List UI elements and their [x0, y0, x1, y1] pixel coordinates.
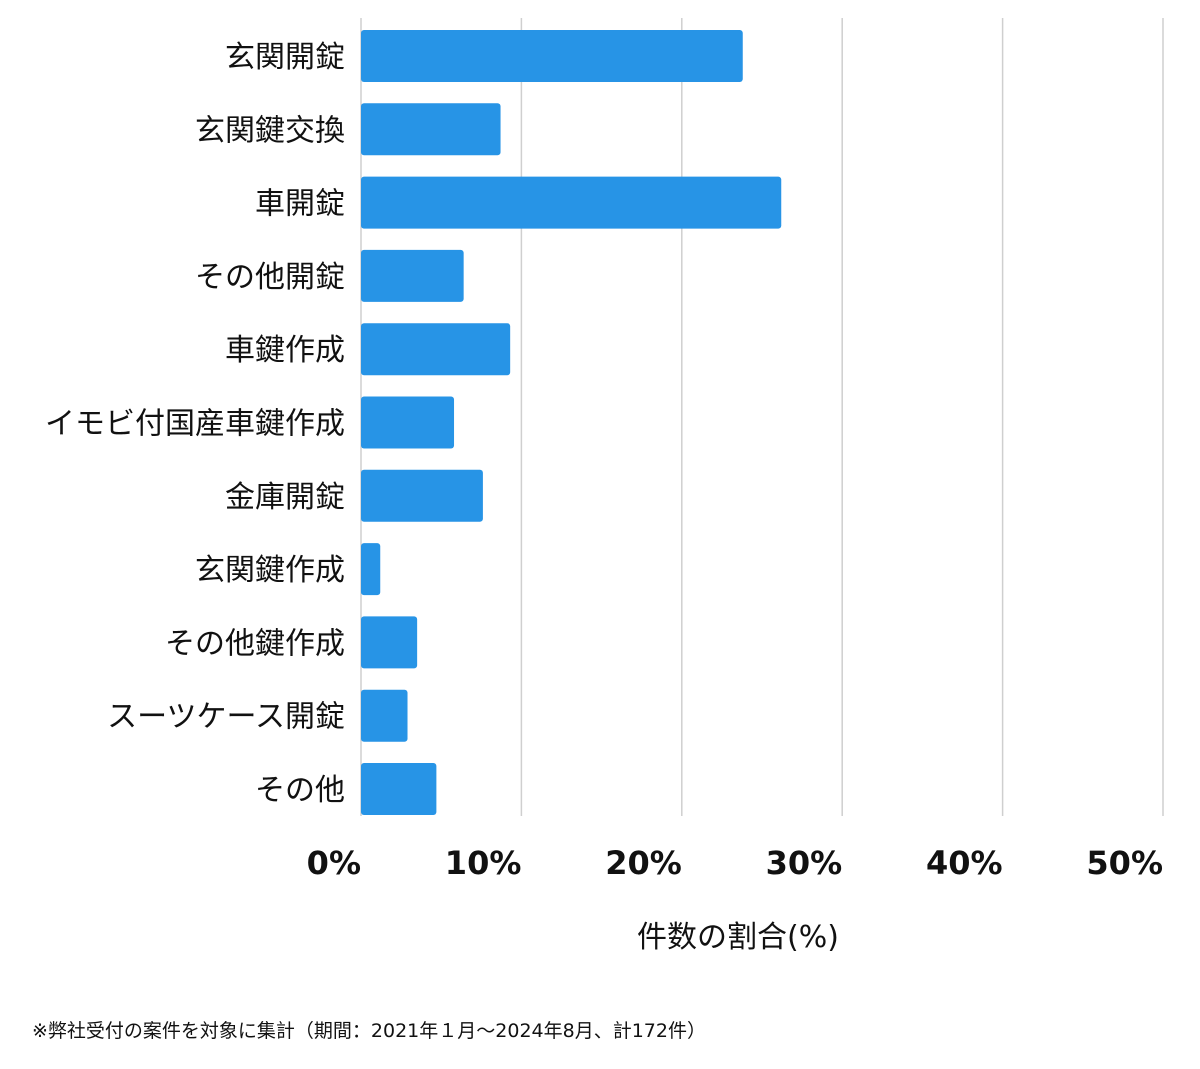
grid-lines	[360, 18, 1164, 816]
category-label: 玄関開錠	[225, 40, 345, 75]
x-tick-label: 10%	[445, 844, 522, 882]
x-axis-title: 件数の割合(%)	[637, 920, 839, 955]
category-label: 玄関鍵作成	[195, 553, 345, 588]
category-label: スーツケース開錠	[107, 700, 345, 735]
category-label: その他開錠	[195, 260, 345, 295]
bar	[361, 396, 455, 449]
bar	[361, 689, 408, 742]
bar	[361, 249, 464, 302]
category-label: 車鍵作成	[225, 333, 345, 368]
x-tick-label: 50%	[1086, 844, 1163, 882]
bar	[361, 616, 418, 669]
footnote: ※弊社受付の案件を対象に集計（期間：2021年１月〜2024年8月、計172件）	[32, 1020, 706, 1042]
bar	[361, 323, 511, 376]
category-label: その他	[255, 773, 345, 808]
bar	[361, 103, 501, 156]
bar	[361, 30, 743, 82]
bar	[361, 469, 483, 522]
bar	[361, 763, 437, 815]
category-label: その他鍵作成	[165, 626, 345, 661]
bar-chart: 玄関開錠玄関鍵交換車開錠その他開錠車鍵作成イモビ付国産車鍵作成金庫開錠玄関鍵作成…	[45, 18, 1164, 955]
category-label: イモビ付国産車鍵作成	[45, 407, 345, 442]
category-label: 金庫開錠	[225, 480, 345, 515]
x-tick-labels: 0% 10% 20% 30% 40% 50%	[307, 844, 1163, 882]
x-tick-label: 20%	[605, 844, 682, 882]
x-tick-label: 0%	[307, 844, 361, 882]
bar	[361, 176, 782, 229]
x-tick-label: 30%	[766, 844, 843, 882]
bars	[361, 30, 782, 815]
x-tick-label: 40%	[926, 844, 1003, 882]
bar	[361, 543, 381, 596]
category-labels: 玄関開錠玄関鍵交換車開錠その他開錠車鍵作成イモビ付国産車鍵作成金庫開錠玄関鍵作成…	[45, 40, 345, 808]
category-label: 車開錠	[255, 187, 345, 222]
category-label: 玄関鍵交換	[195, 113, 345, 148]
